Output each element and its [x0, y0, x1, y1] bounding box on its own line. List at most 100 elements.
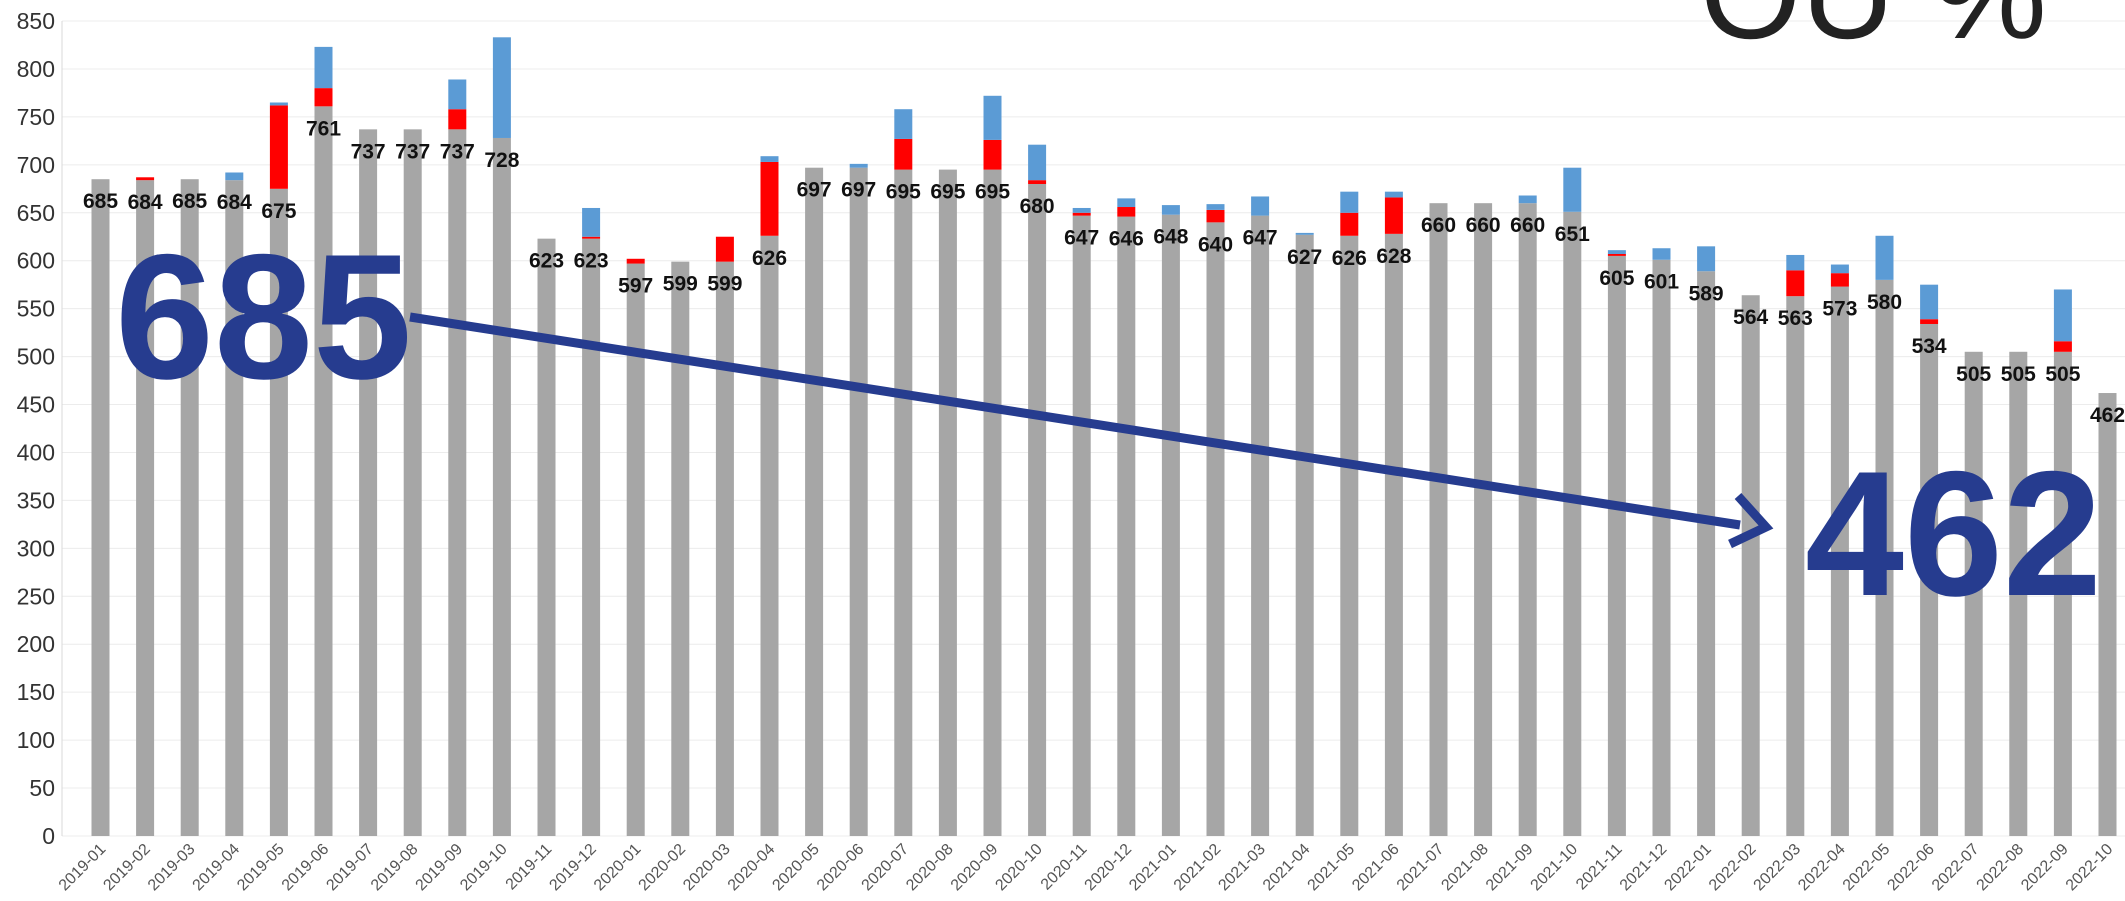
- x-tick-label: 2022-10: [2063, 841, 2117, 895]
- y-tick-label: 800: [17, 56, 55, 82]
- bar-red: [269, 105, 288, 189]
- x-tick-label: 2021-01: [1126, 841, 1180, 895]
- bar-base: [180, 179, 199, 837]
- bar-base: [626, 263, 645, 836]
- data-label: 684: [128, 191, 163, 214]
- bar-blue: [983, 95, 1002, 140]
- bar-red: [1028, 180, 1047, 184]
- bar-base: [1161, 214, 1180, 836]
- data-label: 680: [1020, 195, 1055, 218]
- bar-red: [1206, 209, 1225, 223]
- y-tick-label: 200: [17, 631, 55, 657]
- bar-base: [805, 167, 824, 836]
- bar-base: [760, 235, 779, 836]
- x-tick-label: 2022-01: [1661, 841, 1715, 895]
- x-tick-label: 2020-07: [859, 841, 913, 895]
- bar-blue: [1028, 144, 1047, 181]
- end-value-callout: 462: [1805, 434, 2102, 633]
- data-label: 737: [440, 140, 475, 163]
- bar-blue: [492, 37, 511, 138]
- bar-base: [1429, 203, 1448, 837]
- bar-base: [492, 137, 511, 837]
- data-label: 623: [529, 250, 564, 273]
- x-tick-label: 2022-06: [1884, 841, 1938, 895]
- x-tick-label: 2019-01: [56, 841, 110, 895]
- bar-base: [894, 169, 913, 836]
- x-tick-label: 2021-09: [1483, 841, 1537, 895]
- bar-base: [91, 179, 110, 837]
- bar-blue: [1295, 232, 1314, 235]
- bar-red: [983, 139, 1002, 170]
- bar-base: [1607, 255, 1626, 837]
- data-label: 640: [1198, 233, 1233, 256]
- bar-base: [1697, 271, 1716, 836]
- bar-blue: [1340, 191, 1359, 213]
- x-tick-label: 2020-09: [948, 841, 1002, 895]
- data-label: 695: [930, 181, 965, 204]
- bar-base: [403, 129, 422, 837]
- data-label: 597: [618, 275, 653, 298]
- bar-red: [1384, 197, 1403, 234]
- data-label: 647: [1064, 227, 1099, 250]
- bar-red: [314, 88, 333, 107]
- bar-blue: [849, 163, 868, 168]
- x-tick-label: 2020-12: [1082, 841, 1136, 895]
- x-tick-label: 2020-05: [769, 841, 823, 895]
- bar-red: [1786, 270, 1805, 297]
- y-tick-label: 100: [17, 727, 55, 753]
- x-tick-label: 2022-07: [1929, 841, 1983, 895]
- bar-base: [314, 106, 333, 836]
- y-tick-label: 250: [17, 583, 55, 609]
- bar-base: [136, 180, 155, 837]
- data-label: 737: [395, 140, 430, 163]
- data-label: 697: [841, 179, 876, 202]
- data-labels: 685 684 685 684 675 761 737 737 737 728 623 623 597 5…: [83, 117, 2125, 427]
- data-label: 626: [752, 247, 787, 270]
- bar-base: [2098, 393, 2117, 836]
- x-tick-label: 2019-07: [323, 841, 377, 895]
- data-label: 685: [172, 190, 207, 213]
- data-label: 534: [1912, 335, 1947, 358]
- data-label: 599: [707, 273, 742, 296]
- y-tick-label: 750: [17, 104, 55, 130]
- bar-base: [1295, 234, 1314, 837]
- bar-blue: [1206, 204, 1225, 210]
- x-tick-label: 2019-08: [368, 841, 422, 895]
- data-label: 761: [306, 117, 341, 140]
- bar-blue: [269, 102, 288, 106]
- bar-blue: [1697, 246, 1716, 272]
- x-tick-label: 2021-03: [1215, 841, 1269, 895]
- x-tick-label: 2021-04: [1260, 841, 1314, 895]
- bar-base: [1875, 279, 1894, 837]
- bar-red: [1607, 253, 1626, 256]
- bar-red: [582, 236, 601, 239]
- data-label: 605: [1599, 267, 1634, 290]
- x-tick-label: 2019-10: [457, 841, 511, 895]
- data-label: 564: [1733, 306, 1768, 329]
- bar-blue: [1384, 191, 1403, 198]
- data-label: 623: [574, 250, 609, 273]
- data-label: 626: [1332, 247, 1367, 270]
- data-label: 684: [217, 191, 252, 214]
- bar-base: [1741, 295, 1760, 837]
- x-tick-label: 2019-04: [190, 841, 244, 895]
- data-label: 695: [886, 181, 921, 204]
- bar-base: [1072, 215, 1091, 836]
- data-label: 647: [1243, 227, 1278, 250]
- bar-blue: [1072, 207, 1091, 213]
- x-tick-label: 2021-08: [1438, 841, 1492, 895]
- data-label: 573: [1822, 298, 1857, 321]
- bar-blue: [1607, 250, 1626, 254]
- y-tick-label: 500: [17, 344, 55, 370]
- y-tick-label: 0: [42, 823, 55, 849]
- x-tick-label: 2019-03: [145, 841, 199, 895]
- y-tick-label: 650: [17, 200, 55, 226]
- chart-title: OU %: [1700, 0, 2047, 66]
- x-tick-label: 2021-12: [1617, 841, 1671, 895]
- bar-base: [359, 129, 378, 837]
- data-label: 563: [1778, 307, 1813, 330]
- x-tick-label: 2022-08: [1974, 841, 2028, 895]
- bar-base: [1206, 222, 1225, 837]
- bar-base: [2009, 351, 2028, 836]
- y-tick-label: 50: [29, 775, 55, 801]
